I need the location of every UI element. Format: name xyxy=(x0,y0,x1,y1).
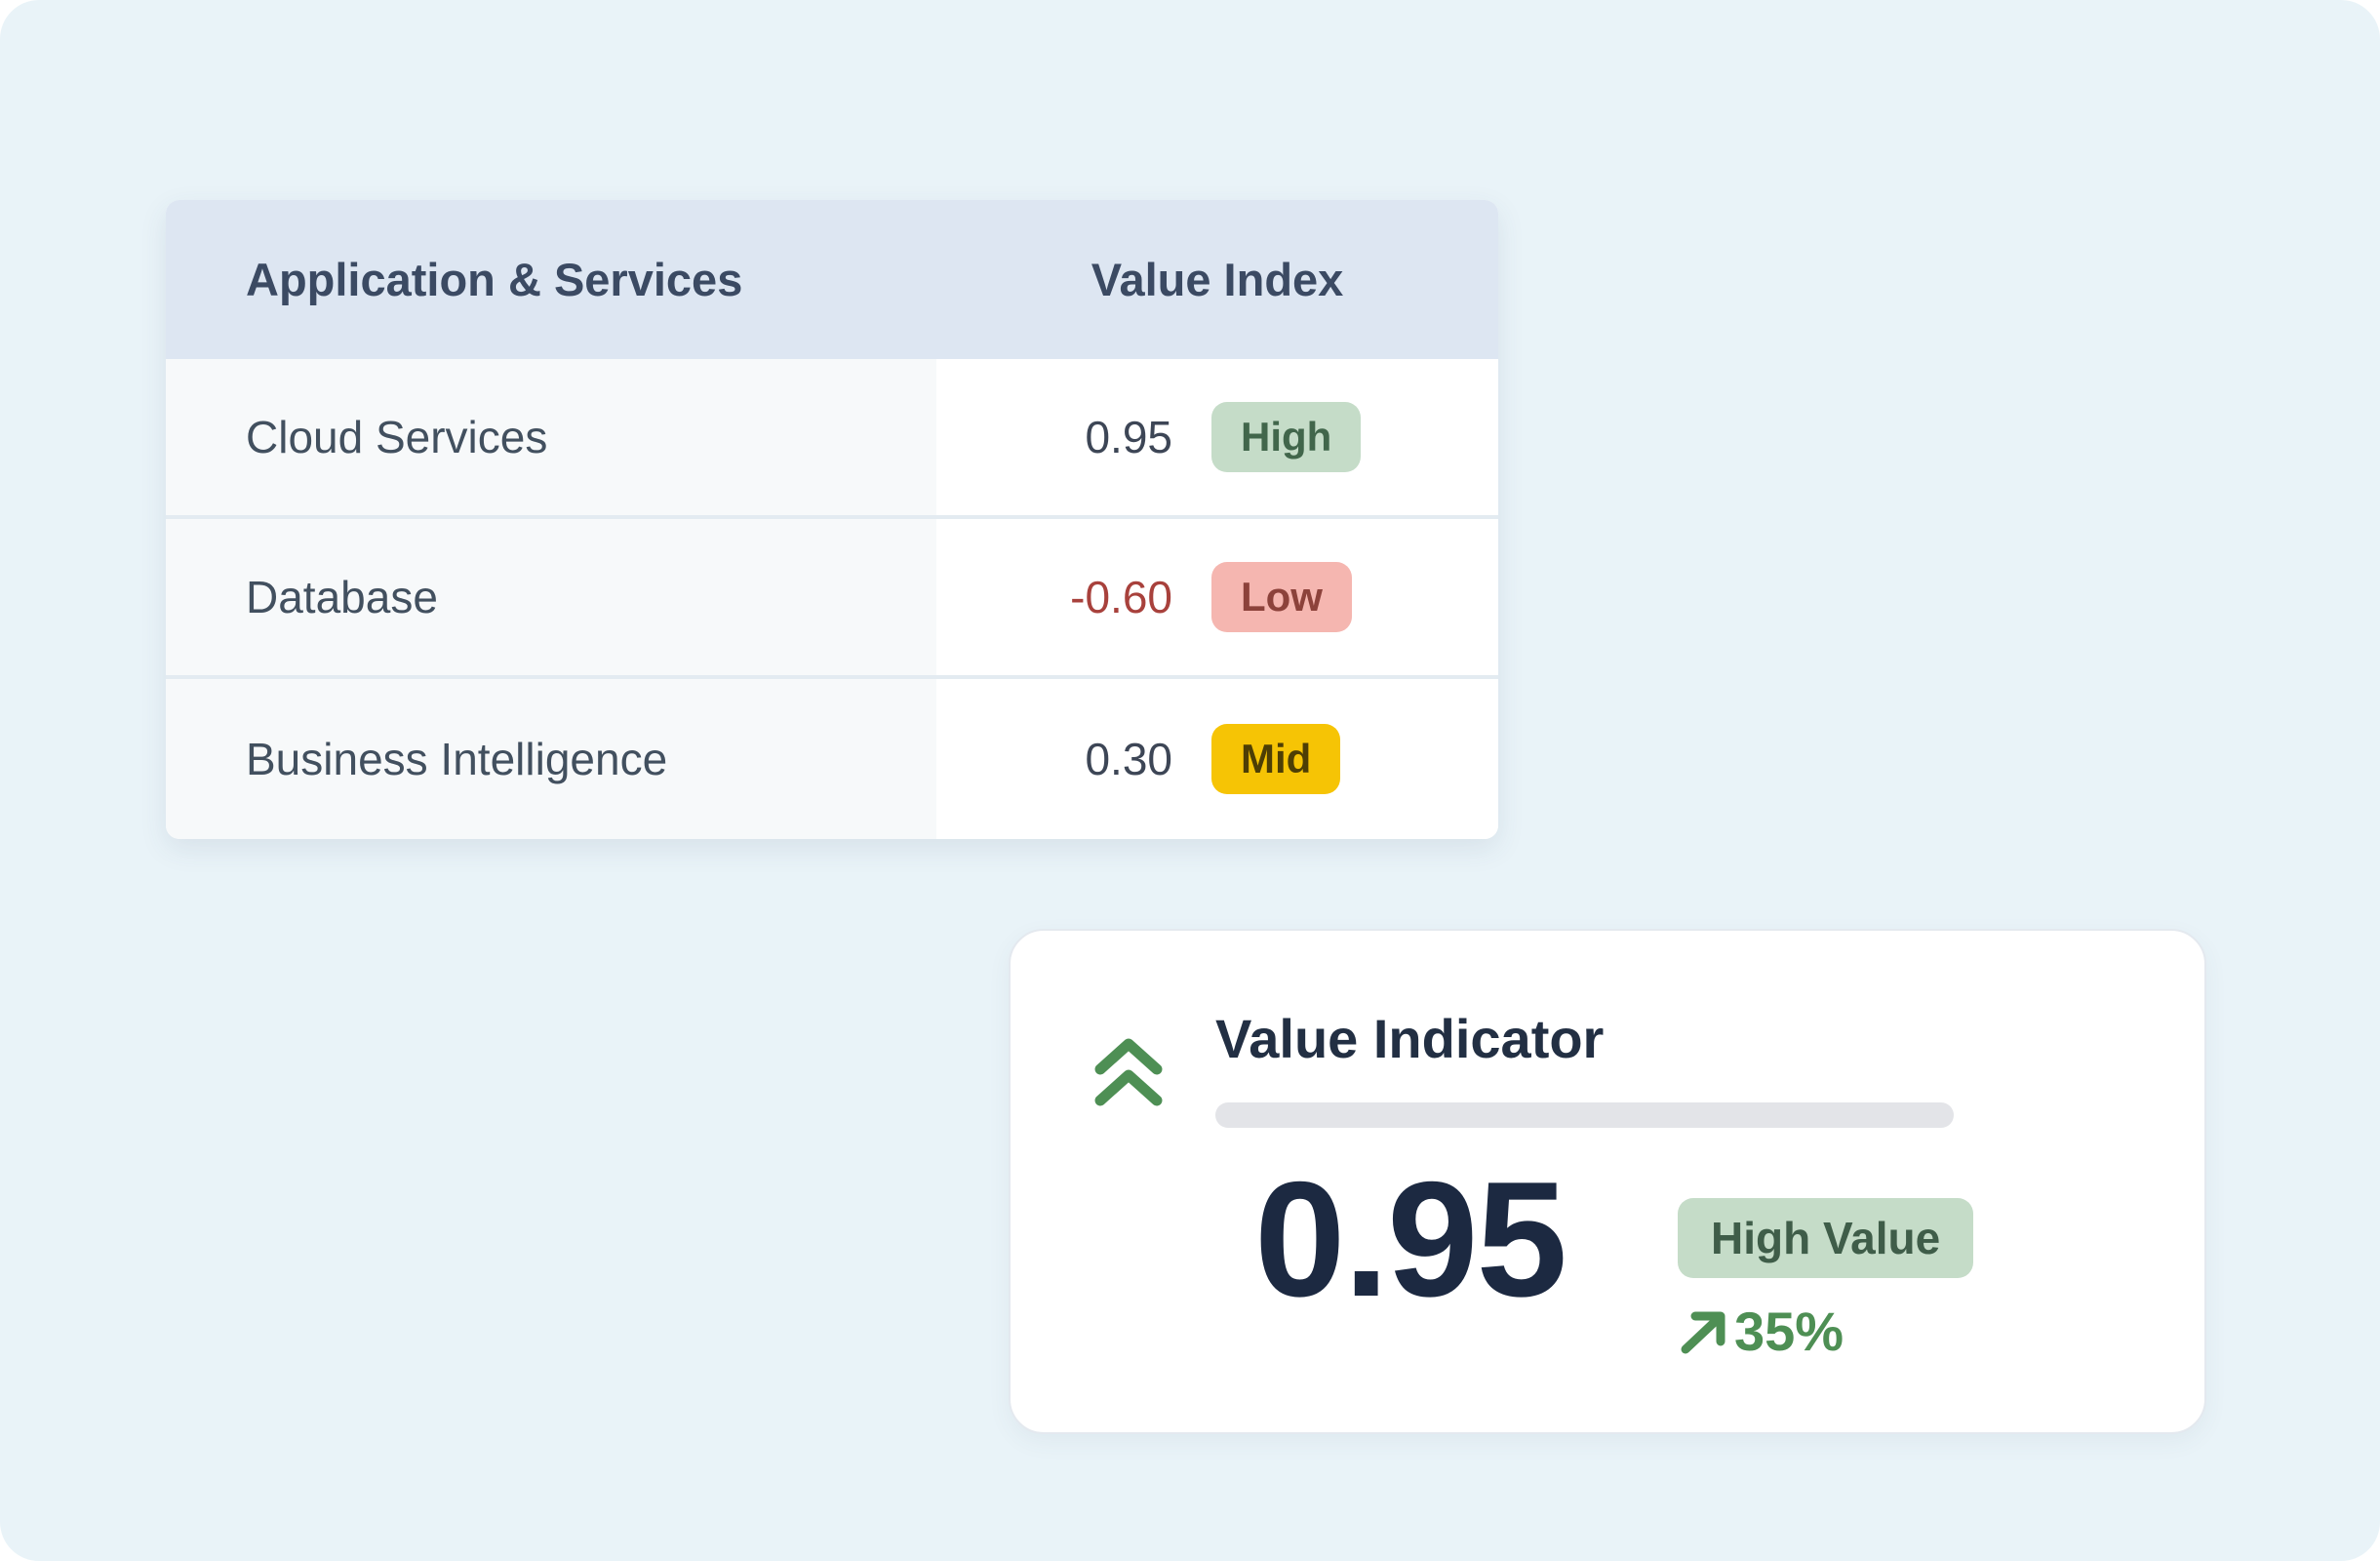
row-value-cell: 0.30 Mid xyxy=(936,679,1498,839)
value-number: 0.95 xyxy=(1085,412,1172,462)
status-badge: High xyxy=(1211,402,1362,472)
value-indicator-card: Value Indicator 0.95 High Value 35% xyxy=(1009,929,2206,1434)
double-chevron-up-icon xyxy=(1094,1038,1163,1106)
value-index-table: Application & Services Value Index Cloud… xyxy=(166,200,1498,839)
row-value-cell: 0.95 High xyxy=(936,359,1498,515)
table-row: Business Intelligence 0.30 Mid xyxy=(166,679,1498,839)
row-name-cell: Database xyxy=(166,519,936,675)
value-number: 0.30 xyxy=(1085,734,1172,784)
indicator-value: 0.95 xyxy=(1254,1147,1567,1331)
table-row: Cloud Services 0.95 High xyxy=(166,359,1498,519)
row-name-cell: Business Intelligence xyxy=(166,679,936,839)
table-row: Database -0.60 Low xyxy=(166,519,1498,679)
high-value-badge: High Value xyxy=(1678,1198,1974,1278)
trend-indicator: 35% xyxy=(1678,1300,1844,1363)
row-name-cell: Cloud Services xyxy=(166,359,936,515)
status-badge: Mid xyxy=(1211,724,1341,794)
indicator-title: Value Indicator xyxy=(1215,1008,1605,1069)
value-number: -0.60 xyxy=(1070,572,1172,622)
row-value-cell: -0.60 Low xyxy=(936,519,1498,675)
status-badge: Low xyxy=(1211,562,1352,632)
column-header-value-index: Value Index xyxy=(1091,254,1344,305)
indicator-progress-bar xyxy=(1215,1102,1954,1128)
trend-percentage: 35% xyxy=(1734,1301,1844,1362)
table-header-row: Application & Services Value Index xyxy=(166,200,1498,359)
column-header-application-services: Application & Services xyxy=(246,254,743,305)
arrow-up-right-icon xyxy=(1681,1311,1726,1353)
